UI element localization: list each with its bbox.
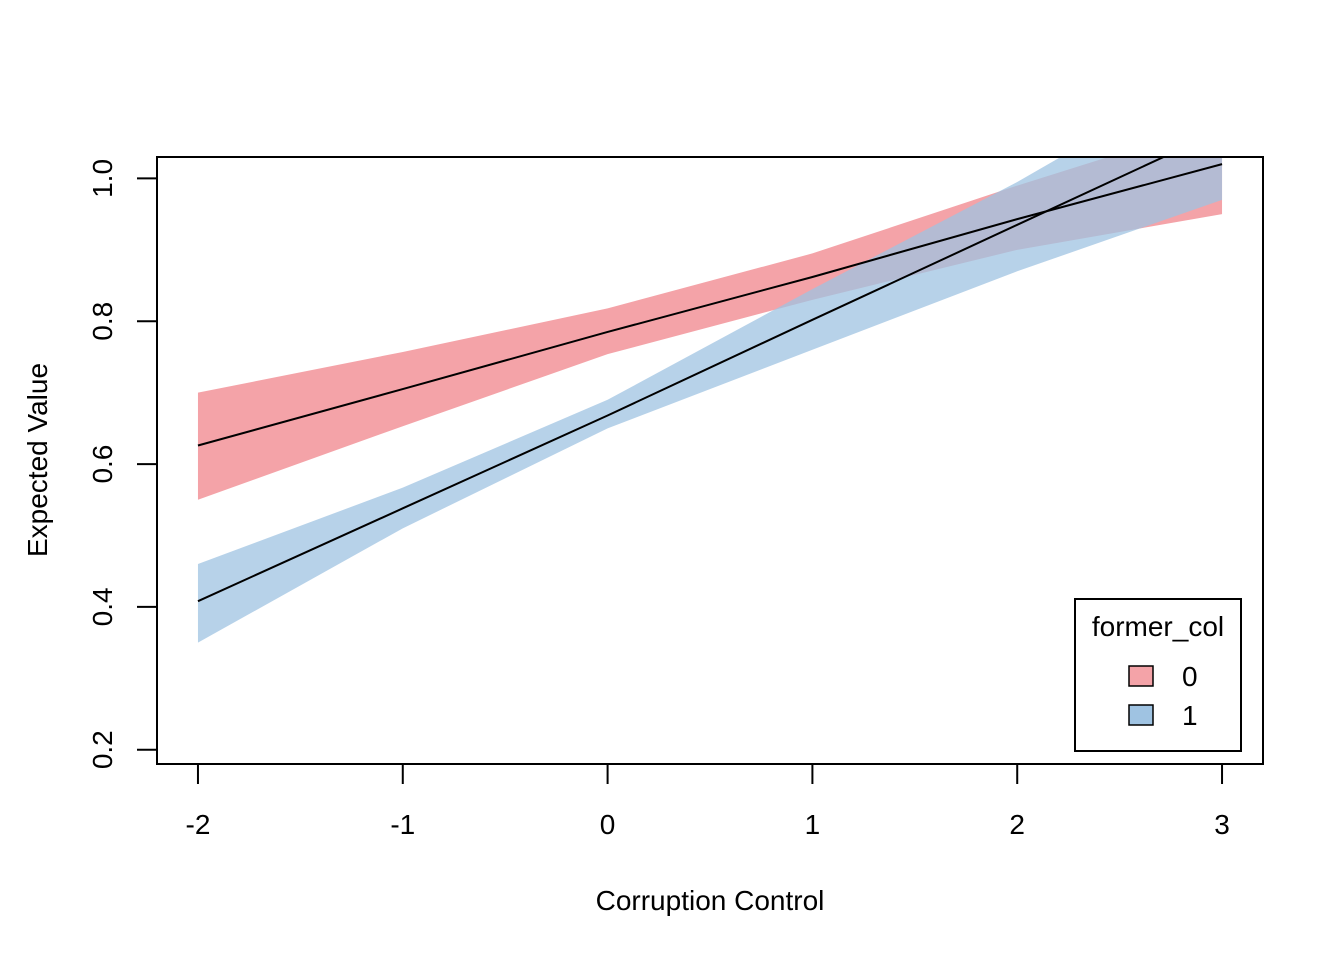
legend-label-1: 1 [1182,700,1198,731]
y-axis: 0.2 0.4 0.6 0.8 1.0 [87,159,158,769]
y-tick-label: 0.4 [87,587,118,626]
x-tick-label: -1 [390,809,415,840]
series-line-0 [197,163,1223,447]
x-tick-label: 0 [600,809,616,840]
confidence-bands [197,157,1223,643]
y-tick-label: 0.6 [87,445,118,484]
confidence-band-1 [197,157,1223,643]
x-axis-title: Corruption Control [596,885,825,916]
x-axis: -2 -1 0 1 2 3 [186,763,1230,840]
x-tick-label: 2 [1009,809,1025,840]
legend-label-0: 0 [1182,661,1198,692]
legend-swatch-1 [1128,704,1154,726]
y-tick-label: 0.8 [87,302,118,341]
y-axis-title: Expected Value [22,363,53,557]
series-lines [197,157,1223,603]
y-tick-label: 0.2 [87,730,118,769]
legend: former_col 0 1 [1074,598,1242,752]
legend-box [1074,598,1242,752]
legend-swatch-0 [1128,665,1154,687]
x-tick-label: 1 [805,809,821,840]
series-line-1 [197,157,1166,603]
y-tick-label: 1.0 [87,159,118,198]
x-tick-label: -2 [186,809,211,840]
x-tick-label: 3 [1214,809,1230,840]
legend-title: former_col [1092,611,1224,642]
